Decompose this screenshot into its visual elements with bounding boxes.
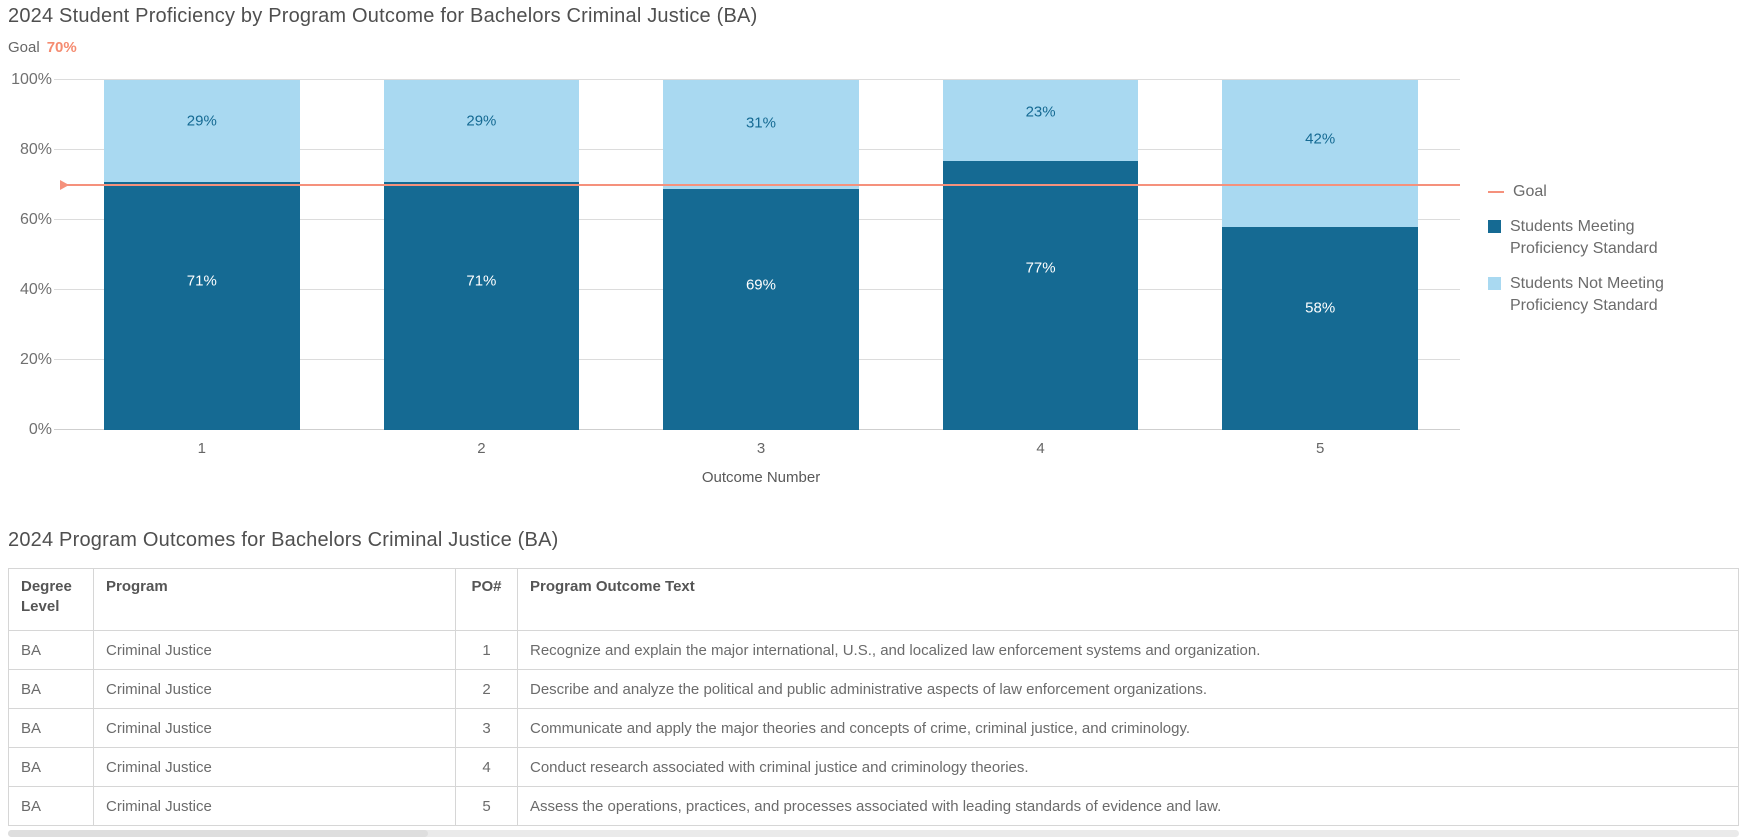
legend-item-goal[interactable]: Goal <box>1488 181 1708 203</box>
cell-po-number: 1 <box>455 630 518 670</box>
legend-label: Students Not Meeting Proficiency Standar… <box>1510 275 1664 314</box>
cell-outcome-text: Describe and analyze the political and p… <box>517 669 1739 709</box>
column-header-po-number: PO# <box>455 568 518 631</box>
segment-value-label: 31% <box>745 114 776 132</box>
legend-item-students-not-meeting-proficiency-standard[interactable]: Students Not Meeting Proficiency Standar… <box>1488 273 1708 317</box>
bar-segment-meeting[interactable]: 71% <box>103 181 300 430</box>
table-header-row: Degree Level Program PO# Program Outcome Te… <box>8 568 1739 631</box>
segment-value-label: 29% <box>186 112 217 130</box>
chart-legend: Goal Students Meeting Proficiency Standar… <box>1488 181 1708 317</box>
y-axis-tick-label: 20% <box>19 351 52 368</box>
segment-value-label: 29% <box>466 112 497 130</box>
table-title: 2024 Program Outcomes for Bachelors Crim… <box>8 529 559 551</box>
goal-caption-label: Goal <box>8 39 40 56</box>
cell-degree-level: BA <box>8 669 94 709</box>
column-header-program: Program <box>93 568 456 631</box>
bar-segment-not-meeting[interactable]: 29% <box>103 80 300 182</box>
x-axis-title: Outcome Number <box>701 469 821 486</box>
scrollbar-thumb[interactable] <box>8 830 428 837</box>
cell-degree-level: BA <box>8 747 94 787</box>
y-axis-tick-label: 100% <box>11 71 52 88</box>
segment-value-label: 71% <box>186 272 217 290</box>
bar-segment-not-meeting[interactable]: 42% <box>1222 80 1419 227</box>
cell-program: Criminal Justice <box>93 786 456 826</box>
table-row: BA Criminal Justice 1 Recognize and explain… <box>8 630 1739 670</box>
cell-outcome-text: Recognize and explain the major internat… <box>517 630 1739 670</box>
y-axis-tick-label: 0% <box>28 421 52 438</box>
bar-slot-5: 42% 58% <box>1180 80 1460 430</box>
cell-outcome-text: Assess the operations, practices, and pr… <box>517 786 1739 826</box>
x-axis-tick-label: 4 <box>1036 440 1045 457</box>
bar-outcome-2[interactable]: 29% 71% <box>383 80 580 430</box>
cell-program: Criminal Justice <box>93 747 456 787</box>
bar-outcome-4[interactable]: 23% 77% <box>942 80 1139 430</box>
bar-segment-meeting[interactable]: 77% <box>942 160 1139 430</box>
outcomes-table: Degree Level Program PO# Program Outcome Te… <box>8 568 1739 826</box>
cell-degree-level: BA <box>8 786 94 826</box>
segment-value-label: 42% <box>1305 130 1336 148</box>
cell-po-number: 4 <box>455 747 518 787</box>
cell-program: Criminal Justice <box>93 630 456 670</box>
cell-outcome-text: Communicate and apply the major theories… <box>517 708 1739 748</box>
bar-segment-meeting[interactable]: 71% <box>383 181 580 430</box>
cell-degree-level: BA <box>8 708 94 748</box>
column-header-degree-level: Degree Level <box>8 568 94 631</box>
cell-degree-level: BA <box>8 630 94 670</box>
x-axis-tick-label: 2 <box>477 440 486 457</box>
bar-slot-2: 29% 71% <box>342 80 622 430</box>
cell-outcome-text: Conduct research associated with crimina… <box>517 747 1739 787</box>
gridline <box>54 79 1460 80</box>
cell-po-number: 5 <box>455 786 518 826</box>
bar-segment-not-meeting[interactable]: 29% <box>383 80 580 182</box>
table-row: BA Criminal Justice 3 Communicate and apply… <box>8 708 1739 748</box>
bar-outcome-3[interactable]: 31% 69% <box>663 80 859 430</box>
legend-label: Goal <box>1513 183 1547 200</box>
bar-slot-3: 31% 69% <box>621 80 901 430</box>
bar-segment-not-meeting[interactable]: 23% <box>942 80 1139 161</box>
chart-title: 2024 Student Proficiency by Program Outc… <box>8 5 758 27</box>
bar-segment-meeting[interactable]: 69% <box>663 188 859 430</box>
cell-program: Criminal Justice <box>93 669 456 709</box>
segment-value-label: 77% <box>1025 259 1056 277</box>
y-axis-tick-label: 40% <box>19 281 52 298</box>
y-axis-tick-label: 80% <box>19 141 52 158</box>
bar-outcome-1[interactable]: 29% 71% <box>103 80 300 430</box>
table-row: BA Criminal Justice 4 Conduct research asso… <box>8 747 1739 787</box>
table-body: BA Criminal Justice 1 Recognize and explain… <box>8 630 1739 826</box>
cell-po-number: 3 <box>455 708 518 748</box>
segment-value-label: 71% <box>466 272 497 290</box>
segment-value-label: 69% <box>745 276 776 294</box>
bar-segment-not-meeting[interactable]: 31% <box>663 80 859 189</box>
table-row: BA Criminal Justice 5 Assess the operations… <box>8 786 1739 826</box>
segment-value-label: 23% <box>1025 103 1056 121</box>
goal-caption: Goal 70% <box>8 39 77 56</box>
legend-swatch-icon <box>1488 220 1501 233</box>
legend-item-students-meeting-proficiency-standard[interactable]: Students Meeting Proficiency Standard <box>1488 216 1708 260</box>
legend-label: Students Meeting Proficiency Standard <box>1510 218 1658 257</box>
goal-marker-icon <box>60 180 69 190</box>
column-header-outcome-text: Program Outcome Text <box>517 568 1739 631</box>
x-axis-tick-label: 3 <box>756 440 766 457</box>
goal-line <box>60 180 1460 190</box>
x-axis-tick-label: 1 <box>197 440 206 457</box>
bar-segment-meeting[interactable]: 58% <box>1222 227 1419 430</box>
x-axis-tick-label: 5 <box>1316 440 1325 457</box>
legend-swatch-icon <box>1488 277 1501 290</box>
plot-area: 0% 20% 40% 60% 80% 100% 29% 71% 29% 71% 31% 69% 23% 7… <box>11 71 1460 438</box>
y-axis-tick-label: 60% <box>19 211 52 228</box>
cell-program: Criminal Justice <box>93 708 456 748</box>
bar-slot-4: 23% 77% <box>901 80 1181 430</box>
cell-po-number: 2 <box>455 669 518 709</box>
table-row: BA Criminal Justice 2 Describe and analyze … <box>8 669 1739 709</box>
legend-swatch-icon <box>1488 191 1504 193</box>
x-axis-ticks: 1 2 3 4 5 <box>62 440 1460 457</box>
bar-slot-1: 29% 71% <box>62 80 342 430</box>
horizontal-scrollbar[interactable] <box>8 830 1739 837</box>
bar-outcome-5[interactable]: 42% 58% <box>1222 80 1419 430</box>
segment-value-label: 58% <box>1305 299 1336 317</box>
goal-caption-value: 70% <box>46 39 77 56</box>
